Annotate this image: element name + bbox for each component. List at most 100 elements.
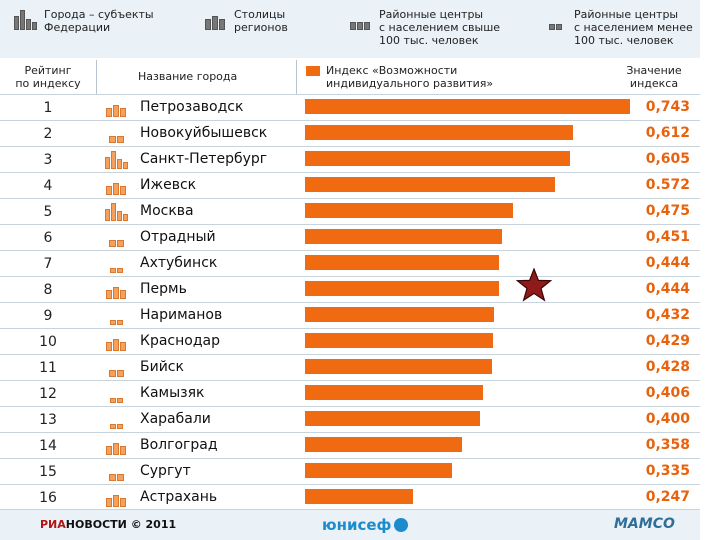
index-value: 0,428 [645, 359, 690, 375]
index-value: 0,247 [645, 489, 690, 505]
federal-city-icon [100, 151, 132, 169]
index-header: Индекс «Возможности индивидуального разв… [306, 64, 493, 90]
header-divider [296, 60, 297, 94]
city-name: Астрахань [140, 489, 218, 505]
district-center-small-icon [540, 8, 570, 30]
index-value: 0,444 [645, 255, 690, 271]
index-header-label: Индекс «Возможности индивидуального разв… [326, 64, 494, 90]
index-bar [305, 255, 499, 270]
district-center-large-icon [100, 229, 132, 247]
unicef-logo: юнисеф [322, 516, 409, 534]
index-value: 0,612 [645, 125, 690, 141]
index-bar [305, 333, 493, 348]
index-value: 0,451 [645, 229, 690, 245]
rank-number: 2 [43, 126, 53, 142]
index-bar [305, 229, 502, 244]
regional-capital-icon [100, 437, 132, 455]
district-center-small-icon [100, 411, 132, 429]
table-row: 1 Петрозаводск 0,743 [0, 94, 700, 120]
table-row: 3 Санкт-Петербург 0,605 [0, 146, 700, 172]
legend-label: Районные центры с населением свыше 100 т… [379, 8, 501, 47]
index-value: 0,605 [645, 151, 690, 167]
rank-number: 7 [43, 256, 53, 272]
city-name: Отрадный [140, 229, 216, 245]
index-value: 0,444 [645, 281, 690, 297]
table-row: 4 Ижевск 0.572 [0, 172, 700, 198]
rank-number: 4 [43, 178, 53, 194]
rank-number: 8 [43, 282, 53, 298]
rank-header: Рейтинг по индексу [15, 64, 81, 90]
index-value: 0,406 [645, 385, 690, 401]
infographic-frame: Города – субъекты Федерации Столицы реги… [0, 0, 700, 540]
unicef-globe-icon [394, 518, 409, 532]
rank-number: 14 [39, 438, 57, 454]
ria-novosti-logo: РИАНОВОСТИ © 2011 [40, 518, 176, 531]
district-center-large-icon [100, 359, 132, 377]
legend-label: Города – субъекты Федерации [44, 8, 154, 34]
table-row: 15 Сургут 0,335 [0, 458, 700, 484]
unicef-text: юнисеф [322, 516, 392, 534]
regional-capital-icon [100, 281, 132, 299]
legend-label: Столицы регионов [234, 8, 288, 34]
table-row: 13 Харабали 0,400 [0, 406, 700, 432]
table-row: 8 Пермь 0,444 [0, 276, 700, 302]
legend-label: Районные центры с населением менее 100 т… [574, 8, 693, 47]
rank-number: 16 [39, 490, 57, 506]
index-bar [305, 125, 573, 140]
table-row: 7 Ахтубинск 0,444 [0, 250, 700, 276]
copyright-text: © 2011 [130, 518, 177, 531]
header-divider [96, 60, 97, 94]
table-row: 5 Москва 0,475 [0, 198, 700, 224]
index-value: 0,475 [645, 203, 690, 219]
table-row: 6 Отрадный 0,451 [0, 224, 700, 250]
index-bar [305, 307, 494, 322]
city-name: Камызяк [140, 385, 205, 401]
city-name: Пермь [140, 281, 187, 297]
rank-number: 11 [39, 360, 57, 376]
regional-capital-icon [100, 99, 132, 117]
regional-capital-icon [100, 489, 132, 507]
index-value: 0.572 [645, 177, 690, 193]
table-header: Рейтинг по индексу Название города Индек… [0, 60, 700, 94]
regional-capital-icon [200, 8, 230, 30]
value-header: Значение индекса [626, 64, 682, 90]
rank-number: 15 [39, 464, 57, 480]
city-name-header: Название города [138, 70, 238, 83]
table-row: 9 Нариманов 0,432 [0, 302, 700, 328]
index-legend-swatch [306, 66, 320, 76]
mamco-logo: МАМСО [614, 516, 675, 532]
table-row: 11 Бийск 0,428 [0, 354, 700, 380]
index-bar [305, 203, 513, 218]
city-name: Нариманов [140, 307, 223, 323]
city-name: Харабали [140, 411, 211, 427]
city-name: Бийск [140, 359, 184, 375]
index-value: 0,400 [645, 411, 690, 427]
index-bar [305, 385, 483, 400]
rank-number: 1 [43, 100, 53, 116]
star-icon [516, 268, 552, 302]
city-name: Москва [140, 203, 194, 219]
table-row: 14 Волгоград 0,358 [0, 432, 700, 458]
city-name: Ижевск [140, 177, 197, 193]
city-name: Петрозаводск [140, 99, 244, 115]
index-bar [305, 177, 555, 192]
table-row: 16 Астрахань 0,247 [0, 484, 700, 510]
index-bar [305, 463, 452, 478]
federal-city-icon [10, 8, 40, 30]
city-name: Волгоград [140, 437, 218, 453]
regional-capital-icon [100, 333, 132, 351]
city-name: Краснодар [140, 333, 220, 349]
table-row: 12 Камызяк 0,406 [0, 380, 700, 406]
legend-item-district-large: Районные центры с населением свыше 100 т… [345, 8, 500, 47]
legend-item-federal: Города – субъекты Федерации [10, 8, 154, 34]
table-row: 2 Новокуйбышевск 0,612 [0, 120, 700, 146]
district-center-small-icon [100, 307, 132, 325]
legend-item-district-small: Районные центры с населением менее 100 т… [540, 8, 693, 47]
legend: Города – субъекты Федерации Столицы реги… [0, 0, 700, 58]
index-bar [305, 411, 480, 426]
index-bar [305, 151, 570, 166]
city-name: Санкт-Петербург [140, 151, 268, 167]
table-row: 10 Краснодар 0,429 [0, 328, 700, 354]
federal-city-icon [100, 203, 132, 221]
regional-capital-icon [100, 177, 132, 195]
